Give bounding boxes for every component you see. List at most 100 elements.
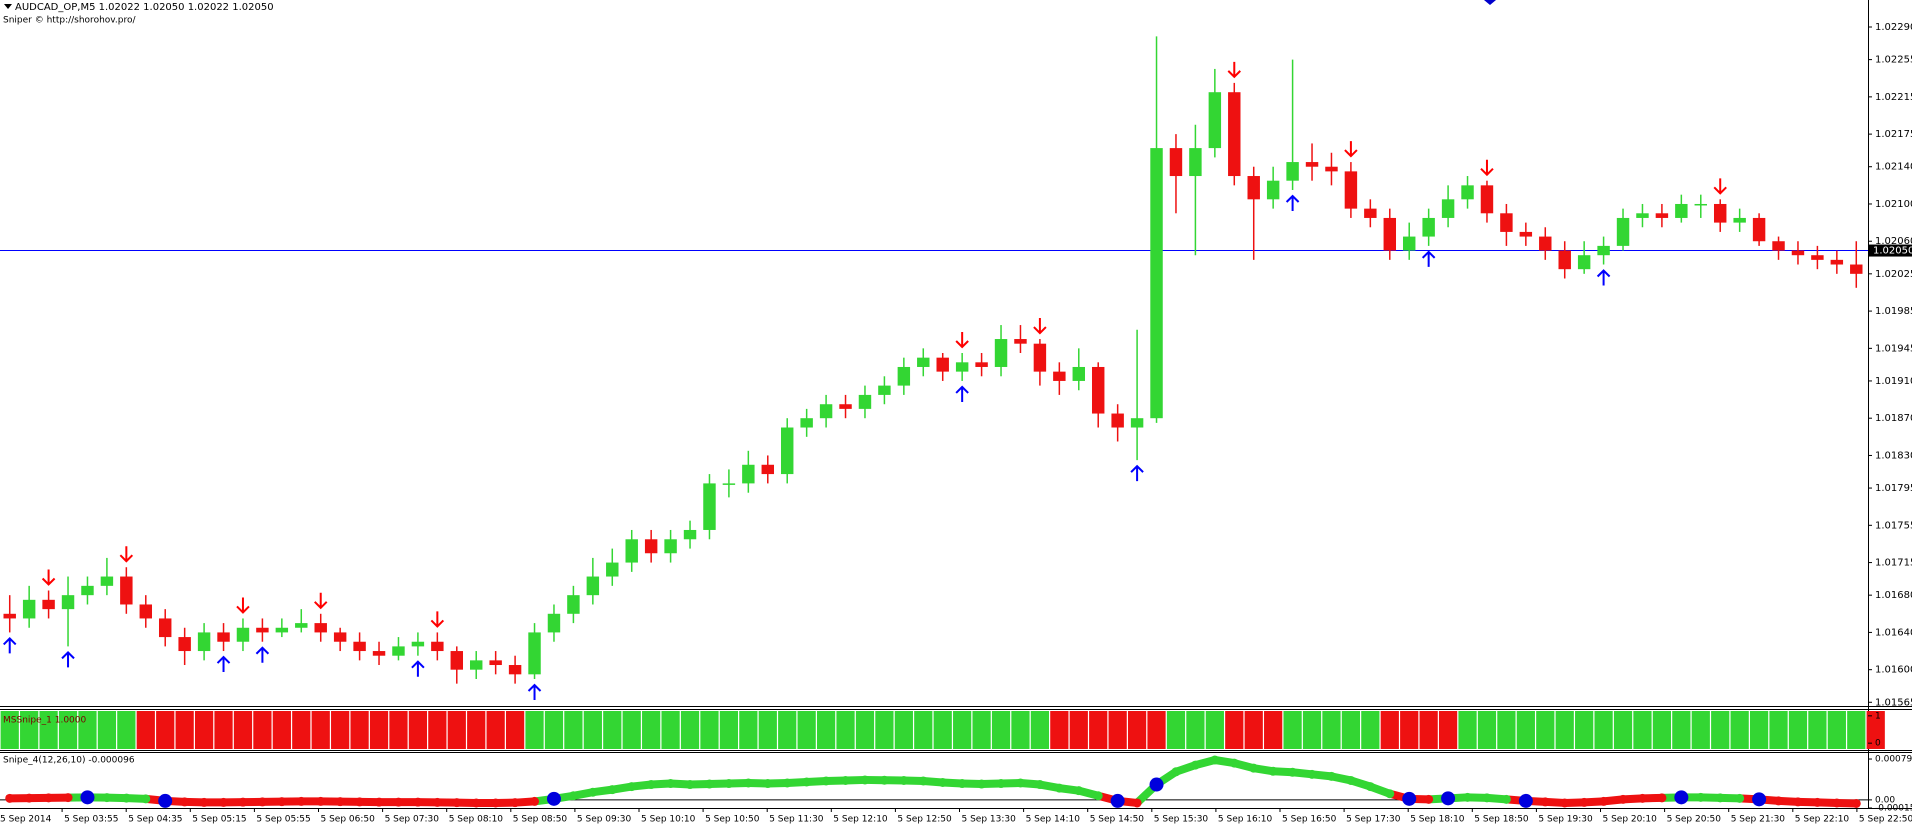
state-bar	[1808, 711, 1827, 749]
osc-point	[1210, 755, 1220, 765]
state-bar	[389, 711, 408, 749]
buy-arrow	[1596, 269, 1611, 286]
dropdown-icon	[4, 4, 12, 9]
sell-arrow	[955, 332, 969, 349]
state-bar	[1866, 711, 1885, 749]
x-tick-label: 5 Sep 15:30	[1154, 815, 1209, 825]
indicator-label: MSSnipe_1 1.0000	[3, 716, 86, 726]
state-bar	[914, 711, 933, 749]
state-bar	[1652, 711, 1672, 749]
candle-body	[1053, 371, 1066, 381]
state-bar	[1594, 711, 1613, 749]
osc-point	[821, 776, 831, 786]
state-bar	[214, 711, 233, 749]
state-bar	[1225, 711, 1244, 749]
osc-point	[899, 775, 909, 785]
candle-body	[644, 539, 658, 554]
state-bar	[778, 711, 797, 749]
state-bar	[1108, 711, 1127, 749]
candle-body	[586, 576, 600, 596]
cross-dot	[158, 793, 173, 808]
y-tick-label: 0.00	[1875, 795, 1895, 805]
osc-point	[1579, 797, 1589, 807]
candle-body	[1150, 148, 1163, 419]
osc-point	[1346, 775, 1356, 785]
x-tick-label: 5 Sep 05:15	[192, 815, 246, 825]
osc-point	[1326, 771, 1336, 781]
sell-arrow	[236, 597, 250, 614]
candle-body	[489, 660, 502, 666]
candle-body	[22, 599, 36, 619]
state-bar	[97, 711, 117, 749]
osc-point	[5, 793, 15, 803]
x-tick-label: 5 Sep 13:30	[962, 815, 1017, 825]
state-bar	[1788, 711, 1808, 749]
state-bar	[1711, 711, 1730, 749]
state-bar	[505, 711, 525, 749]
osc-point	[1793, 797, 1803, 807]
x-tick-label: 5 Sep 20:50	[1667, 815, 1722, 825]
y-tick-label: 0.000799	[1875, 755, 1912, 765]
candle-body	[683, 529, 697, 540]
state-bar	[0, 711, 19, 749]
price-label: 1.02050	[1873, 246, 1912, 257]
state-bar	[1147, 711, 1166, 749]
candle-body	[1558, 250, 1571, 270]
state-bar	[1069, 711, 1088, 749]
candle-body	[450, 651, 464, 670]
x-tick-label: 5 Sep 14:50	[1090, 815, 1145, 825]
candle-body	[1500, 213, 1513, 232]
state-bar	[156, 711, 175, 749]
candle-body	[120, 576, 133, 605]
chart-subtitle: Sniper © http://shorohov.pro/	[3, 16, 136, 26]
x-tick-label: 5 Sep 12:50	[897, 815, 952, 825]
osc-point	[1365, 782, 1375, 792]
osc-point	[1696, 792, 1706, 802]
candle-body	[936, 357, 949, 372]
osc-point	[918, 776, 928, 786]
osc-point	[996, 779, 1006, 789]
state-bar	[1749, 711, 1769, 749]
osc-point	[568, 791, 578, 801]
osc-point	[627, 782, 637, 792]
osc-point	[180, 797, 190, 807]
candle-body	[1461, 185, 1474, 200]
candle-body	[1752, 217, 1766, 242]
cross-dot	[1402, 791, 1417, 806]
state-bar	[1458, 711, 1477, 749]
y-tick-label: 1.01680	[1875, 590, 1912, 601]
x-tick-label: 5 Sep 22:10	[1795, 815, 1850, 825]
candle-body	[295, 623, 308, 628]
state-bar	[1341, 711, 1361, 749]
x-tick-label: 5 Sep 10:10	[641, 815, 696, 825]
osc-point	[704, 779, 714, 789]
osc-point	[860, 775, 870, 785]
y-tick-label: 1.01830	[1875, 450, 1912, 461]
candle-body	[1733, 217, 1746, 223]
candle-body	[431, 641, 444, 652]
osc-point	[1657, 793, 1667, 803]
state-bar	[836, 711, 855, 749]
cross-dot	[1518, 793, 1533, 808]
candle-body	[275, 627, 289, 633]
y-tick-label: 1.02140	[1875, 162, 1912, 173]
osc-point	[471, 798, 481, 808]
state-bar	[972, 711, 991, 749]
state-bar	[661, 711, 680, 749]
candle-body	[61, 595, 75, 610]
state-bar	[1613, 711, 1633, 749]
candle-body	[664, 539, 677, 554]
state-bar	[1244, 711, 1263, 749]
candle-body	[1791, 250, 1805, 256]
state-bar	[583, 711, 602, 749]
candle-body	[1811, 255, 1824, 260]
sell-arrow	[1480, 159, 1494, 177]
candle-body	[761, 464, 775, 475]
state-bar	[933, 711, 952, 749]
candle-body	[1422, 217, 1435, 237]
candle-body	[1111, 413, 1124, 428]
candle-body	[353, 641, 366, 652]
candle-body	[878, 385, 891, 395]
candle-body	[1130, 418, 1144, 428]
